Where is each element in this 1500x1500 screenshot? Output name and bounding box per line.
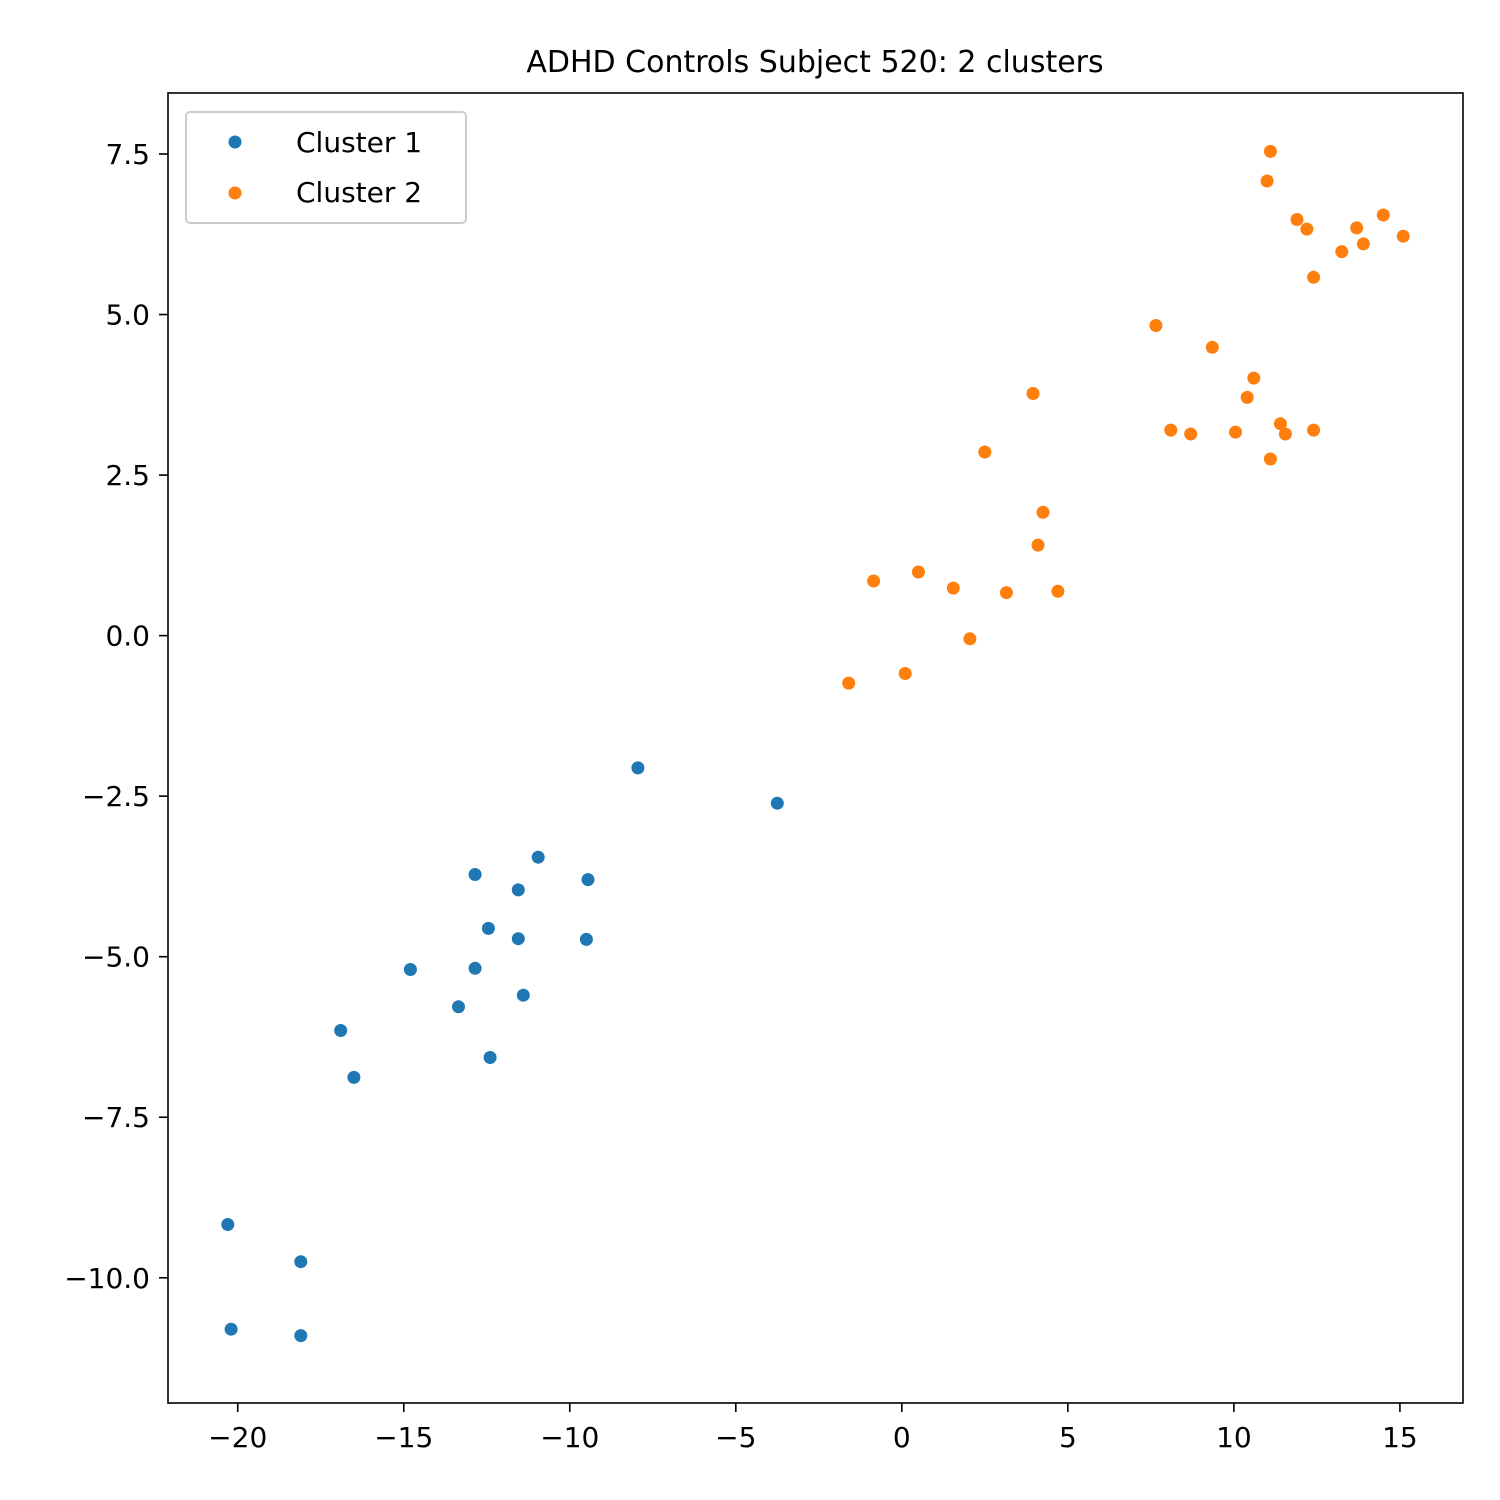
scatter-point-cluster-1-17 <box>581 873 595 887</box>
y-tick-label: 2.5 <box>105 459 150 492</box>
plot-area-frame <box>167 92 1464 1404</box>
scatter-point-cluster-2-2 <box>867 574 881 588</box>
scatter-point-cluster-1-15 <box>516 988 530 1002</box>
legend-marker-cluster-2 <box>228 186 242 200</box>
y-axis: −10.0 −7.5 −5.0 −2.5 0.0 2.5 5.0 7.5 <box>64 138 168 1295</box>
x-tick-label: −15 <box>374 1421 433 1454</box>
scatter-point-cluster-2-22 <box>1278 427 1292 441</box>
scatter-point-cluster-2-1 <box>842 676 856 690</box>
scatter-point-cluster-1-18 <box>579 932 593 946</box>
scatter-point-cluster-2-19 <box>1247 371 1261 385</box>
x-tick-label: 10 <box>1216 1421 1252 1454</box>
x-axis: −20 −15 −10 −5 0 5 10 15 <box>208 1403 1418 1454</box>
points-layer <box>221 144 1410 1343</box>
scatter-point-cluster-2-18 <box>1240 390 1254 404</box>
scatter-point-cluster-1-9 <box>468 961 482 975</box>
scatter-point-cluster-2-30 <box>1350 221 1364 235</box>
scatter-point-cluster-1-16 <box>531 850 545 864</box>
y-tick-label: 0.0 <box>105 620 150 653</box>
scatter-point-cluster-2-8 <box>999 586 1013 600</box>
scatter-point-cluster-2-9 <box>1026 387 1040 400</box>
legend-box <box>185 111 467 224</box>
scatter-point-cluster-2-7 <box>978 445 992 459</box>
scatter-point-cluster-1-1 <box>221 1218 235 1231</box>
x-tick-label: −20 <box>208 1421 267 1454</box>
scatter-point-cluster-2-28 <box>1300 222 1314 236</box>
scatter-point-cluster-2-6 <box>963 632 977 646</box>
chart-title: ADHD Controls Subject 520: 2 clusters <box>526 45 1103 80</box>
y-tick-label: 5.0 <box>105 299 150 332</box>
y-tick-label: −7.5 <box>82 1101 150 1134</box>
scatter-point-cluster-1-20 <box>770 796 784 810</box>
scatter-point-cluster-2-24 <box>1307 270 1321 284</box>
x-tick-label: 5 <box>1059 1421 1077 1454</box>
scatter-point-cluster-1-11 <box>481 921 495 935</box>
x-tick-label: −5 <box>715 1421 756 1454</box>
scatter-point-cluster-2-10 <box>1031 538 1045 552</box>
y-tick-label: 7.5 <box>105 138 150 171</box>
scatter-point-cluster-2-3 <box>898 667 912 680</box>
scatter-point-cluster-1-10 <box>468 868 482 881</box>
scatter-point-cluster-2-27 <box>1290 213 1304 226</box>
scatter-point-cluster-1-3 <box>294 1255 308 1269</box>
scatter-point-cluster-2-25 <box>1260 174 1274 188</box>
scatter-point-cluster-2-21 <box>1273 417 1287 431</box>
scatter-point-cluster-1-8 <box>452 1000 465 1014</box>
scatter-point-cluster-1-5 <box>334 1024 348 1037</box>
scatter-point-cluster-1-14 <box>511 883 525 897</box>
y-tick-label: −5.0 <box>82 941 150 974</box>
x-tick-label: 0 <box>893 1421 911 1454</box>
y-tick-label: −2.5 <box>82 780 150 813</box>
scatter-point-cluster-2-15 <box>1184 427 1198 441</box>
scatter-point-cluster-2-26 <box>1263 144 1277 158</box>
scatter-point-cluster-2-33 <box>1396 229 1410 243</box>
scatter-point-cluster-2-23 <box>1307 423 1321 437</box>
scatter-point-cluster-1-6 <box>347 1070 361 1084</box>
legend: Cluster 1 Cluster 2 <box>185 111 467 224</box>
scatter-point-cluster-2-13 <box>1149 319 1163 332</box>
scatter-point-cluster-2-16 <box>1205 340 1219 354</box>
legend-marker-cluster-1 <box>228 135 242 149</box>
scatter-point-cluster-2-11 <box>1036 505 1050 519</box>
scatter-point-cluster-2-4 <box>911 565 925 579</box>
legend-label-cluster-2: Cluster 2 <box>296 176 422 209</box>
scatter-point-cluster-1-19 <box>631 761 645 775</box>
scatter-point-cluster-1-7 <box>403 963 417 976</box>
scatter-point-cluster-2-14 <box>1164 423 1178 437</box>
scatter-point-cluster-1-4 <box>294 1329 308 1343</box>
scatter-point-cluster-1-12 <box>483 1051 497 1064</box>
x-tick-label: −10 <box>540 1421 599 1454</box>
x-tick-label: 15 <box>1382 1421 1418 1454</box>
scatter-point-cluster-2-29 <box>1335 245 1349 259</box>
scatter-point-cluster-2-12 <box>1051 584 1065 598</box>
scatter-point-cluster-2-31 <box>1356 237 1370 251</box>
scatter-point-cluster-1-13 <box>511 932 525 946</box>
scatter-point-cluster-2-32 <box>1376 208 1390 222</box>
y-tick-label: −10.0 <box>64 1262 150 1295</box>
scatter-point-cluster-2-20 <box>1263 452 1277 466</box>
scatter-point-cluster-2-5 <box>946 581 960 595</box>
legend-label-cluster-1: Cluster 1 <box>296 126 422 159</box>
scatter-point-cluster-1-2 <box>224 1322 238 1336</box>
scatter-point-cluster-2-17 <box>1229 425 1242 439</box>
